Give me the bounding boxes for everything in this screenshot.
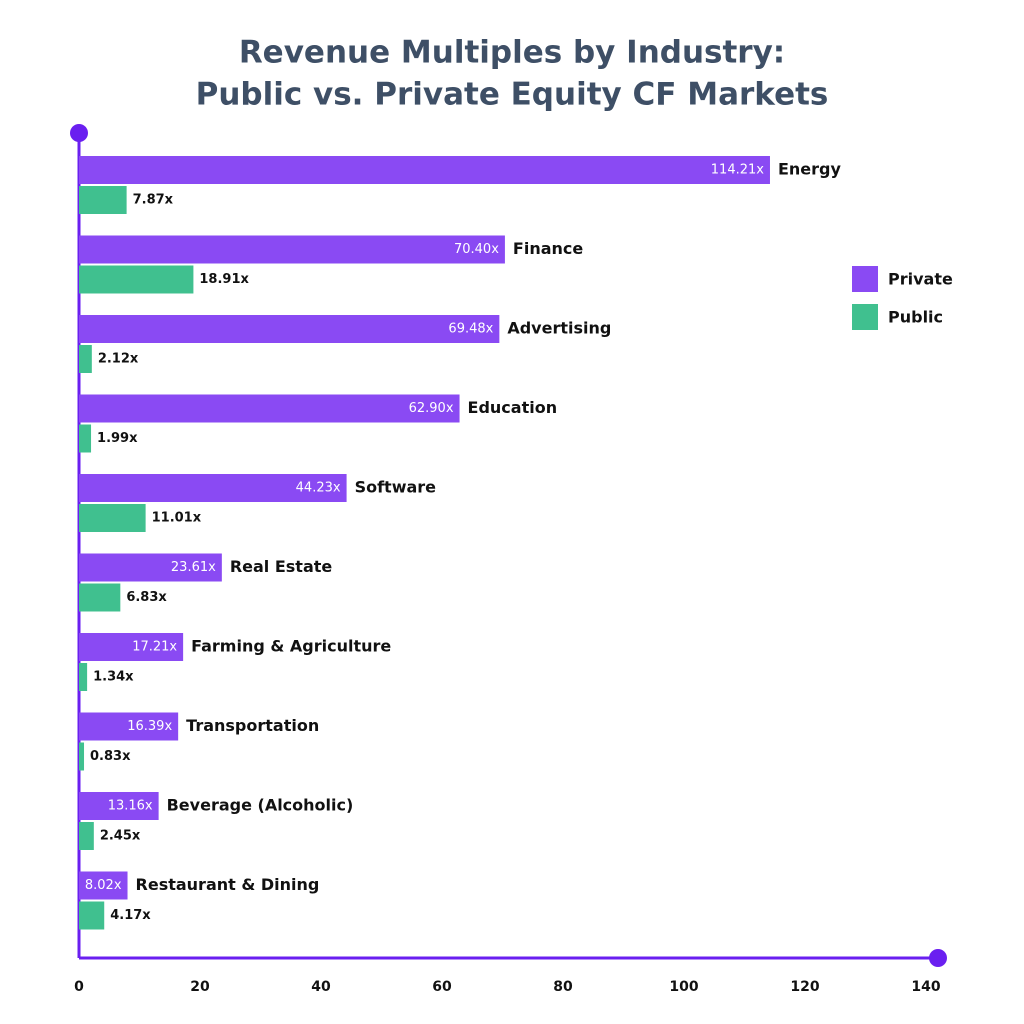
- legend-label: Private: [888, 270, 953, 289]
- legend-label: Public: [888, 308, 943, 327]
- bar: [79, 235, 505, 264]
- x-tick-label: 0: [74, 979, 84, 995]
- value-label: 70.40x: [454, 242, 499, 257]
- category-label: Beverage (Alcoholic): [167, 796, 354, 815]
- bar: [79, 553, 222, 582]
- bar: [79, 474, 347, 502]
- value-label: 69.48x: [448, 322, 493, 337]
- bar: [79, 901, 105, 930]
- category-label: Restaurant & Dining: [136, 875, 320, 894]
- chart-title: Public vs. Private Equity CF Markets: [196, 77, 829, 113]
- x-tick-label: 20: [190, 979, 210, 995]
- x-tick-label: 80: [553, 979, 573, 995]
- legend-swatch: [852, 266, 878, 292]
- bar: [79, 871, 128, 900]
- category-label: Education: [468, 398, 558, 417]
- value-label: 114.21x: [711, 163, 764, 178]
- value-label: 17.21x: [132, 640, 177, 655]
- category-label: Energy: [778, 160, 842, 179]
- value-label: 1.34x: [93, 670, 134, 685]
- bar: [79, 156, 770, 184]
- category-label: Software: [355, 478, 437, 497]
- value-label: 6.83x: [126, 590, 167, 605]
- value-label: 1.99x: [97, 431, 138, 446]
- x-tick-label: 100: [669, 979, 698, 995]
- x-tick-label: 140: [911, 979, 940, 995]
- category-label: Farming & Agriculture: [191, 637, 391, 656]
- axis-end: [70, 124, 88, 142]
- value-label: 0.83x: [90, 749, 131, 764]
- bar: [79, 504, 146, 532]
- value-label: 16.39x: [127, 719, 172, 734]
- value-label: 7.87x: [133, 193, 174, 208]
- bar: [79, 663, 88, 691]
- value-label: 2.12x: [98, 352, 139, 367]
- x-tick-label: 120: [790, 979, 819, 995]
- value-label: 18.91x: [199, 272, 249, 287]
- category-label: Transportation: [186, 716, 319, 735]
- bar: [79, 822, 94, 850]
- value-label: 13.16x: [108, 799, 153, 814]
- value-label: 4.17x: [110, 908, 151, 923]
- legend-swatch: [852, 304, 878, 330]
- bar: [79, 583, 121, 612]
- bar: [79, 186, 127, 214]
- chart-title: Revenue Multiples by Industry:: [239, 35, 785, 71]
- value-label: 8.02x: [85, 878, 122, 893]
- category-label: Finance: [513, 239, 583, 258]
- bar: [79, 742, 85, 771]
- bar: [79, 345, 92, 373]
- bar: [79, 315, 500, 343]
- value-label: 2.45x: [100, 829, 141, 844]
- axis-end: [929, 949, 947, 967]
- category-label: Real Estate: [230, 557, 333, 576]
- bar: [79, 633, 184, 661]
- bar: [79, 712, 179, 741]
- x-tick-label: 60: [432, 979, 452, 995]
- value-label: 11.01x: [152, 511, 202, 526]
- x-tick-label: 40: [311, 979, 331, 995]
- value-label: 23.61x: [171, 560, 216, 575]
- bar: [79, 394, 460, 423]
- value-label: 44.23x: [296, 481, 341, 496]
- bar: [79, 792, 159, 820]
- bar: [79, 424, 92, 453]
- bar: [79, 265, 194, 294]
- value-label: 62.90x: [409, 401, 454, 416]
- category-label: Advertising: [507, 319, 611, 338]
